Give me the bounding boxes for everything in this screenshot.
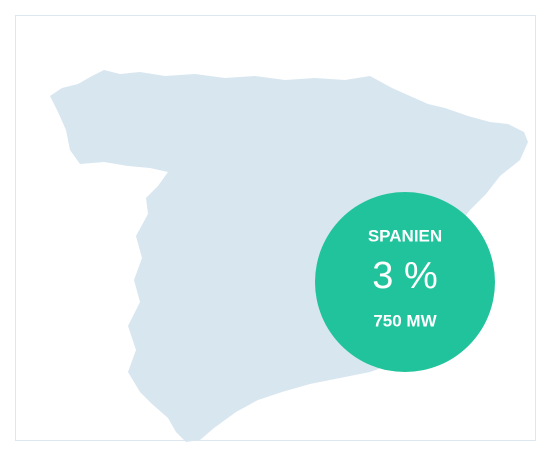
share-label: 3 % [372,255,437,297]
frame [15,15,536,441]
capacity-label: 750 MW [373,311,437,330]
marker-circle [315,192,495,372]
country-label: SPANIEN [368,226,442,245]
